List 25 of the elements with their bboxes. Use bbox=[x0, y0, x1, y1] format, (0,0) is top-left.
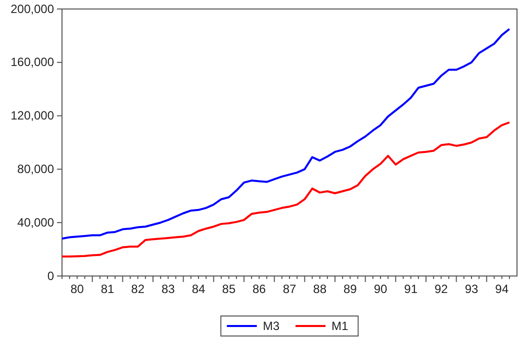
y-tick-label: 120,000 bbox=[10, 108, 54, 123]
y-tick-label: 40,000 bbox=[17, 215, 54, 230]
y-tick-label: 80,000 bbox=[17, 162, 54, 176]
x-tick-label: 90 bbox=[374, 282, 388, 296]
x-tick-label: 82 bbox=[131, 282, 145, 296]
x-tick-label: 88 bbox=[313, 282, 327, 296]
x-tick-label: 94 bbox=[495, 282, 509, 296]
x-tick-label: 93 bbox=[464, 282, 478, 296]
x-tick-label: 85 bbox=[222, 282, 236, 296]
x-tick-label: 83 bbox=[161, 282, 176, 296]
y-tick-label: 160,000 bbox=[10, 55, 54, 70]
x-tick-label: 92 bbox=[434, 282, 448, 296]
legend-label: M3 bbox=[262, 319, 280, 333]
y-tick-label: 200,000 bbox=[10, 2, 54, 16]
line-series bbox=[61, 121, 510, 258]
x-tick-label: 86 bbox=[252, 282, 266, 296]
legend-label: M1 bbox=[332, 319, 348, 333]
x-tick-label: 87 bbox=[282, 282, 296, 296]
y-tick-label: 0 bbox=[47, 268, 54, 283]
line-series bbox=[61, 28, 510, 240]
x-tick-label: 89 bbox=[343, 282, 358, 296]
x-tick-label: 81 bbox=[100, 282, 114, 296]
x-tick-label: 84 bbox=[192, 282, 206, 296]
x-tick-label: 91 bbox=[404, 282, 418, 296]
x-tick-label: 80 bbox=[70, 282, 84, 296]
